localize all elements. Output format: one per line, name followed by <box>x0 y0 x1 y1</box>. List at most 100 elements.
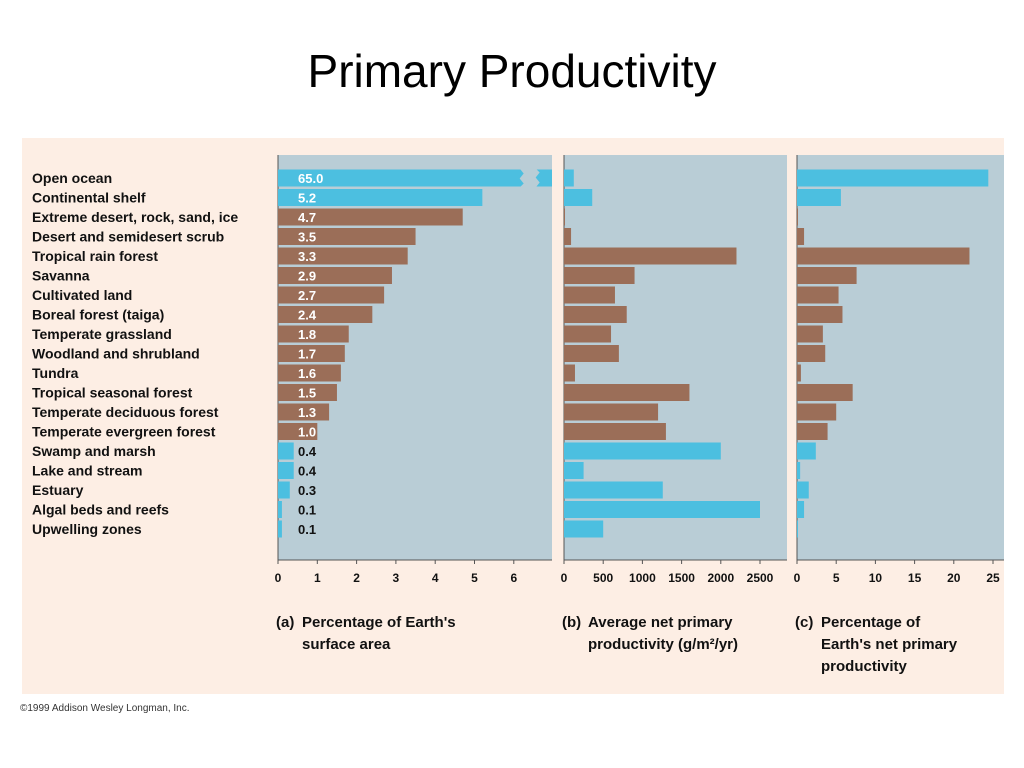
bar <box>564 481 663 499</box>
copyright-notice: ©1999 Addison Wesley Longman, Inc. <box>20 703 190 714</box>
category-label: Cultivated land <box>32 287 132 303</box>
value-label: 3.5 <box>298 230 316 245</box>
bar <box>797 442 816 460</box>
bar <box>797 520 798 538</box>
bar <box>797 481 809 499</box>
x-tick-label: 2000 <box>707 571 734 585</box>
category-label: Temperate grassland <box>32 326 172 342</box>
x-tick-label: 1000 <box>629 571 656 585</box>
bar <box>278 462 294 479</box>
bar <box>564 423 666 440</box>
bar <box>564 442 721 460</box>
category-label: Lake and stream <box>32 463 143 479</box>
bar <box>797 306 843 323</box>
bar <box>278 306 373 323</box>
bar <box>564 286 615 304</box>
bar <box>564 306 627 323</box>
bar <box>564 384 690 401</box>
category-label: Desert and semidesert scrub <box>32 229 224 245</box>
bar <box>564 267 635 284</box>
value-label: 4.7 <box>298 210 316 225</box>
bar <box>797 462 801 479</box>
category-label: Savanna <box>32 268 90 284</box>
bar <box>278 442 294 460</box>
category-label: Tropical seasonal forest <box>32 385 193 401</box>
bar <box>797 384 853 401</box>
x-tick-label: 4 <box>432 571 439 585</box>
bar <box>278 325 349 343</box>
bar <box>797 423 828 440</box>
bar <box>797 228 805 245</box>
x-tick-label: 15 <box>908 571 922 585</box>
bar <box>564 169 574 187</box>
bar <box>278 364 341 382</box>
bar <box>797 364 801 382</box>
value-label: 0.4 <box>298 464 317 479</box>
bar <box>278 345 345 362</box>
x-tick-label: 1500 <box>668 571 695 585</box>
bar <box>797 267 857 284</box>
bar <box>278 286 385 304</box>
x-tick-label: 20 <box>947 571 961 585</box>
panel-letter: (a) <box>276 614 294 631</box>
bar <box>564 520 604 538</box>
category-label: Upwelling zones <box>32 521 142 537</box>
bar <box>278 208 463 226</box>
category-label: Temperate evergreen forest <box>32 424 216 440</box>
bar <box>278 403 330 421</box>
x-tick-label: 25 <box>986 571 1000 585</box>
value-label: 1.5 <box>298 386 316 401</box>
bar <box>564 403 659 421</box>
category-label: Open ocean <box>32 170 112 186</box>
x-tick-label: 0 <box>275 571 282 585</box>
value-label: 1.7 <box>298 347 316 362</box>
bar <box>564 462 584 479</box>
category-label: Extreme desert, rock, sand, ice <box>32 209 238 225</box>
axis-title-line: Percentage of <box>821 614 921 631</box>
category-label: Tundra <box>32 365 79 381</box>
bar <box>278 501 282 518</box>
value-label: 1.0 <box>298 425 316 440</box>
bar <box>564 228 572 245</box>
axis-title-line: Average net primary <box>588 614 733 631</box>
bar <box>278 228 416 245</box>
bar <box>564 345 619 362</box>
bar <box>278 267 392 284</box>
bar <box>564 189 593 206</box>
bar <box>278 384 337 401</box>
bar <box>797 286 839 304</box>
bar <box>278 520 282 538</box>
bar <box>564 501 760 518</box>
x-tick-label: 5 <box>471 571 478 585</box>
bar <box>797 247 970 265</box>
slide-title: Primary Productivity <box>307 45 717 97</box>
bar <box>797 208 798 226</box>
x-tick-label: 10 <box>869 571 883 585</box>
axis-title-line: surface area <box>302 636 391 653</box>
bar <box>797 325 823 343</box>
axis-title-line: productivity (g/m²/yr) <box>588 636 738 653</box>
x-tick-label: 6 <box>510 571 517 585</box>
bar <box>278 423 318 440</box>
category-label: Continental shelf <box>32 190 146 206</box>
panel-letter: (b) <box>562 614 581 631</box>
x-tick-label: 3 <box>393 571 400 585</box>
bar <box>797 501 805 518</box>
panel-letter: (c) <box>795 614 813 631</box>
value-label: 2.4 <box>298 308 317 323</box>
x-tick-label: 500 <box>593 571 613 585</box>
bar <box>564 364 575 382</box>
axis-break-mark <box>519 168 540 188</box>
category-label: Tropical rain forest <box>32 248 158 264</box>
value-label: 1.8 <box>298 327 316 342</box>
bar <box>564 208 565 226</box>
bar <box>278 169 552 187</box>
bar <box>278 481 290 499</box>
bar <box>797 169 989 187</box>
value-label: 0.1 <box>298 503 316 518</box>
value-label: 3.3 <box>298 249 316 264</box>
category-label: Estuary <box>32 482 84 498</box>
category-label: Algal beds and reefs <box>32 502 169 518</box>
category-label: Swamp and marsh <box>32 443 156 459</box>
